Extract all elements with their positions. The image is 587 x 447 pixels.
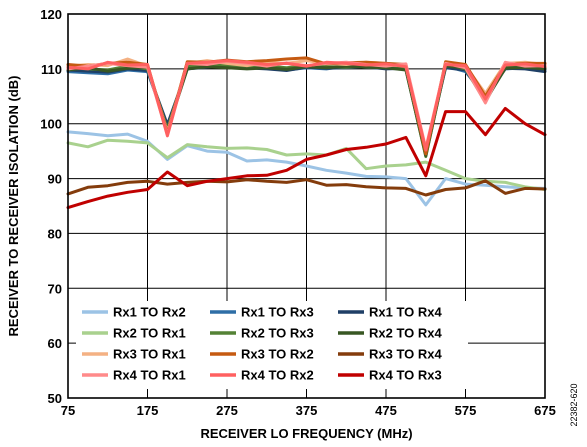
y-tick-label: 70 <box>48 281 62 296</box>
axis-ticks: 50 60 70 80 90 100 110 120 75 175 275 375 475 575 675 <box>40 7 556 418</box>
x-tick-label: 75 <box>61 403 75 418</box>
y-tick-label: 80 <box>48 226 62 241</box>
plot-area-frame <box>67 13 546 399</box>
legend-label-rx4-to-rx3: Rx4 TO Rx3 <box>369 368 442 383</box>
x-tick-label: 375 <box>296 403 318 418</box>
y-tick-label: 120 <box>40 7 62 22</box>
series-lines <box>66 56 547 210</box>
series-line-rx2-to-rx1 <box>66 138 547 191</box>
figure-id: 22382-620 <box>569 383 579 426</box>
legend-label-rx4-to-rx1: Rx4 TO Rx1 <box>113 368 186 383</box>
series-line-rx1-to-rx2 <box>66 130 547 207</box>
series-line-rx3-to-rx4 <box>66 178 547 197</box>
y-tick-label: 60 <box>48 336 62 351</box>
series-line-rx4-to-rx3 <box>66 106 547 210</box>
y-tick-label: 110 <box>41 62 62 77</box>
x-tick-label: 575 <box>455 403 477 418</box>
legend-label-rx1-to-rx2: Rx1 TO Rx2 <box>113 305 186 320</box>
legend-label-rx1-to-rx4: Rx1 TO Rx4 <box>369 305 443 320</box>
x-tick-label: 175 <box>137 403 159 418</box>
legend-label-rx3-to-rx2: Rx3 TO Rx2 <box>241 347 314 362</box>
y-tick-label: 90 <box>48 172 62 187</box>
y-tick-label: 50 <box>48 391 62 406</box>
x-tick-label: 675 <box>534 403 556 418</box>
legend-label-rx1-to-rx3: Rx1 TO Rx3 <box>241 305 314 320</box>
legend-label-rx3-to-rx1: Rx3 TO Rx1 <box>113 347 186 362</box>
x-axis-title: RECEIVER LO FREQUENCY (MHz) <box>200 426 412 441</box>
y-axis-title: RECEIVER TO RECEIVER ISOLATION (dB) <box>6 76 21 337</box>
legend: Rx1 TO Rx2 Rx1 TO Rx3 Rx1 TO Rx4 Rx2 TO Rx1… <box>76 301 468 389</box>
legend-label-rx4-to-rx2: Rx4 TO Rx2 <box>241 368 314 383</box>
legend-label-rx2-to-rx1: Rx2 TO Rx1 <box>113 326 186 341</box>
x-tick-label: 475 <box>375 403 397 418</box>
legend-label-rx2-to-rx3: Rx2 TO Rx3 <box>241 326 314 341</box>
legend-label-rx2-to-rx4: Rx2 TO Rx4 <box>369 326 443 341</box>
y-tick-label: 100 <box>40 117 62 132</box>
legend-label-rx3-to-rx4: Rx3 TO Rx4 <box>369 347 443 362</box>
x-tick-label: 275 <box>216 403 238 418</box>
legend-background <box>76 301 468 389</box>
series-line-rx4-to-rx2 <box>66 59 547 152</box>
